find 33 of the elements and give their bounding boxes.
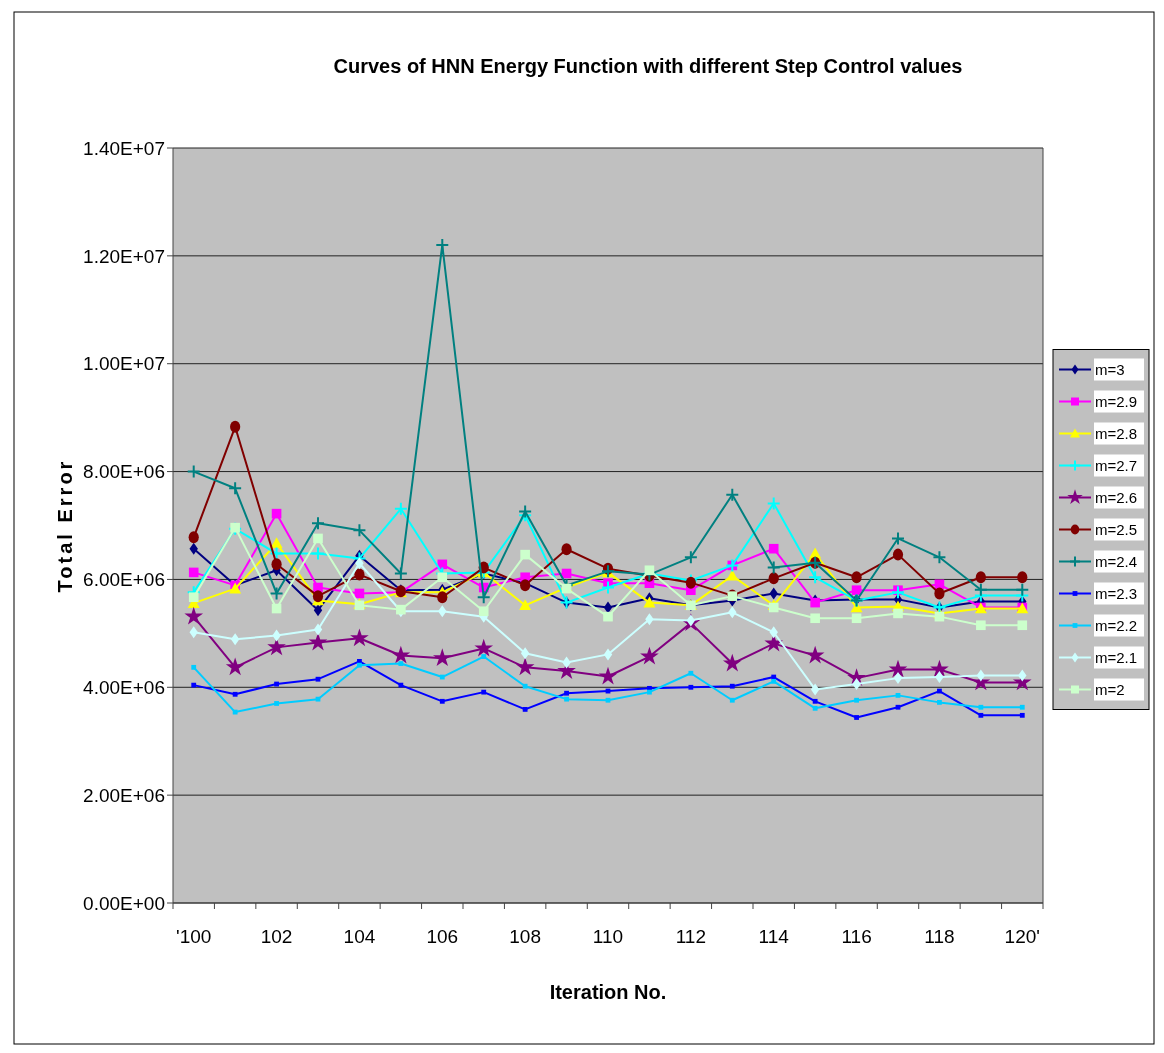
legend-label: m=2.2 [1095,616,1138,634]
y-tick-label: 4.00E+06 [83,676,165,698]
y-tick-label: 1.20E+07 [83,245,165,267]
y-tick-label: 2.00E+06 [83,784,165,806]
legend-label: m=2.8 [1095,424,1138,442]
y-tick-label: 1.40E+07 [83,137,165,159]
x-tick-label: 118 [924,926,955,947]
legend-label: m=2.4 [1095,552,1138,570]
legend-label: m=2.7 [1095,456,1138,474]
x-tick-label: 102 [260,926,293,947]
legend-label: m=2.6 [1095,488,1138,506]
y-tick-label: 1.00E+07 [83,353,165,375]
legend-label: m=3 [1095,360,1125,378]
x-tick-label: 116 [841,926,872,947]
x-tick-label: 120' [1004,926,1040,947]
x-tick-label: 112 [675,926,707,947]
x-tick-label: 114 [758,926,790,947]
y-axis-title: Total Error [54,458,76,593]
x-tick-label: 106 [426,926,459,947]
y-tick-label: 6.00E+06 [83,569,165,591]
legend-label: m=2 [1095,680,1125,698]
x-tick-label: 104 [343,926,376,947]
x-axis-title: Iteration No. [549,981,667,1003]
chart-title: Curves of HNN Energy Function with different Step Control values [333,55,963,77]
y-tick-label: 0.00E+00 [83,892,165,914]
x-tick-label: 108 [509,926,541,947]
legend-label: m=2.1 [1095,648,1138,666]
legend-label: m=2.3 [1095,584,1138,602]
x-tick-label: 110 [592,926,624,947]
legend-label: m=2.5 [1095,520,1138,538]
legend-label: m=2.9 [1095,392,1138,410]
x-tick-label: '100 [176,926,212,947]
y-tick-label: 8.00E+06 [83,461,165,483]
